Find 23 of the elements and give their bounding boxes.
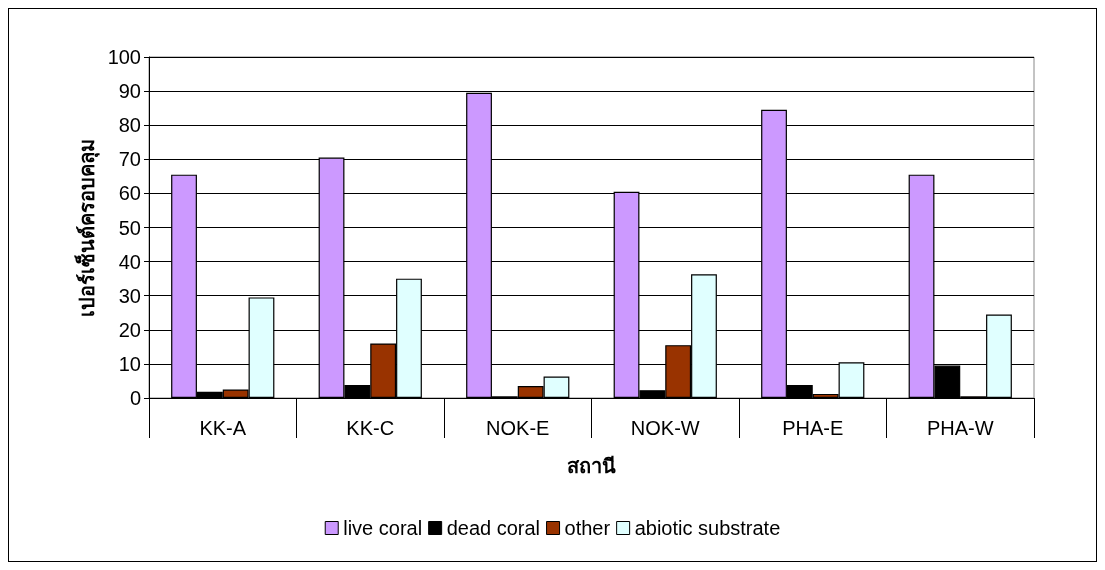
y-tick-label: 70	[118, 148, 141, 171]
x-tick-label: KK-C	[346, 417, 395, 439]
y-tick-label: 30	[118, 284, 141, 307]
x-tick-label: PHA-E	[782, 417, 844, 439]
x-tick-label: PHA-W	[926, 417, 994, 439]
y-tick-label: 50	[118, 216, 141, 239]
x-axis-title: สถานี	[567, 455, 616, 477]
y-tick-label: 10	[118, 352, 141, 375]
y-tick-label: 60	[118, 182, 141, 205]
y-tick-label: 90	[118, 80, 141, 103]
legend-label: other	[564, 517, 611, 539]
y-tick-label: 40	[118, 250, 141, 273]
y-tick-label: 80	[118, 114, 141, 137]
legend-label: live coral	[343, 517, 423, 539]
y-tick-label: 20	[118, 318, 141, 341]
legend-label: dead coral	[446, 517, 541, 539]
y-axis-title: เปอร์เซ็นต์ครอบคลุม	[73, 138, 100, 317]
x-tick-label: KK-A	[199, 417, 247, 439]
y-tick-label: 0	[129, 387, 141, 409]
legend-label: abiotic substrate	[634, 517, 781, 539]
x-tick-label: NOK-E	[486, 417, 550, 439]
x-tick-label: NOK-W	[630, 417, 700, 439]
y-tick-label: 100	[107, 46, 141, 68]
